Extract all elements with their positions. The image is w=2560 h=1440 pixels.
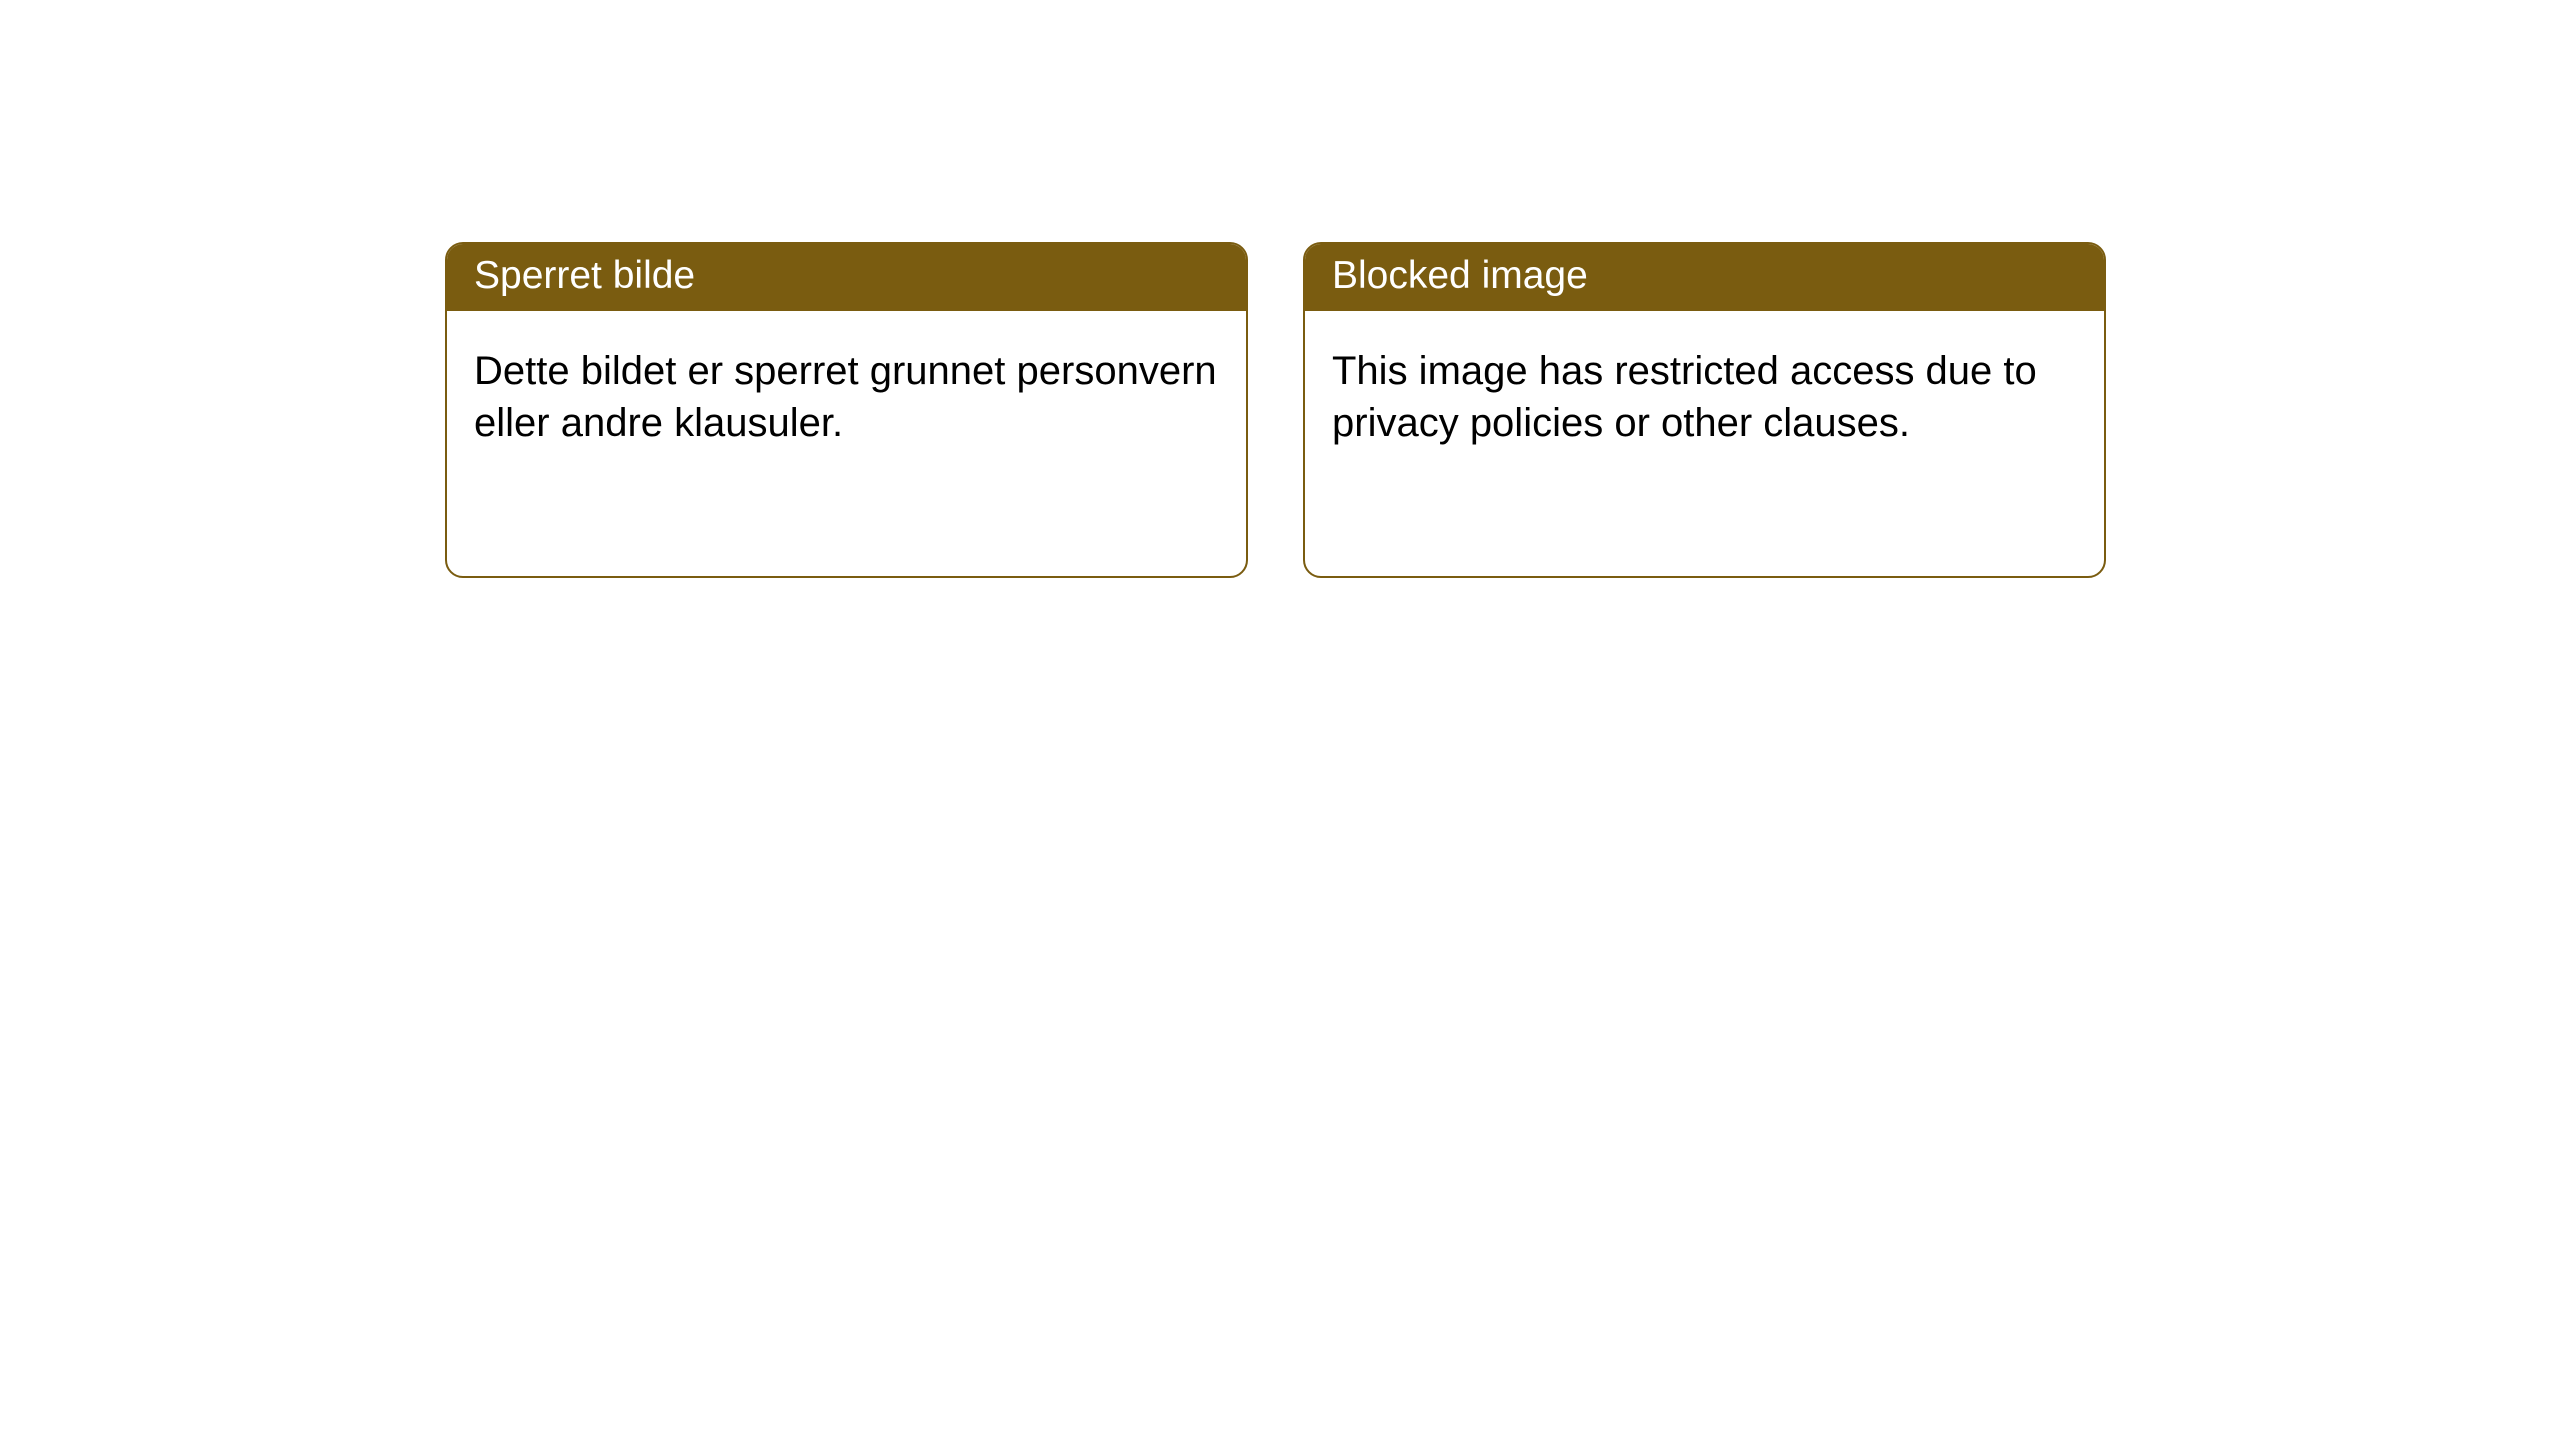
card-header: Blocked image <box>1305 244 2104 311</box>
card-title: Sperret bilde <box>474 254 695 297</box>
card-title: Blocked image <box>1332 254 1588 297</box>
card-body-text: This image has restricted access due to … <box>1332 349 2037 445</box>
card-body-text: Dette bildet er sperret grunnet personve… <box>474 349 1217 445</box>
card-body: Dette bildet er sperret grunnet personve… <box>447 311 1246 483</box>
card-header: Sperret bilde <box>447 244 1246 311</box>
blocked-image-card-en: Blocked image This image has restricted … <box>1303 242 2106 578</box>
notice-cards-container: Sperret bilde Dette bildet er sperret gr… <box>0 0 2560 578</box>
blocked-image-card-no: Sperret bilde Dette bildet er sperret gr… <box>445 242 1248 578</box>
card-body: This image has restricted access due to … <box>1305 311 2104 483</box>
